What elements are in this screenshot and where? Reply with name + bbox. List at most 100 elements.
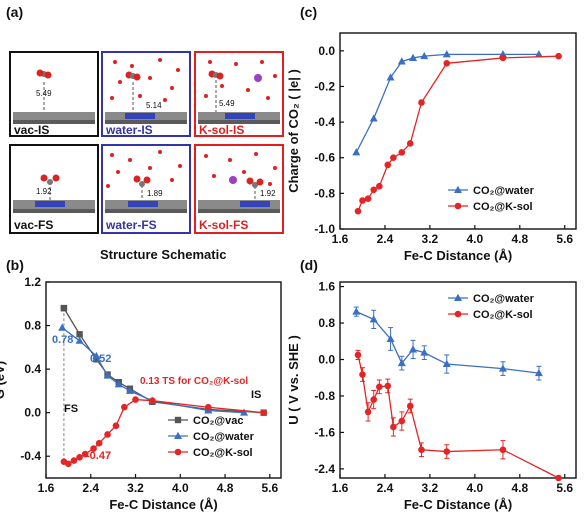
ksol-min-label: -0.47 [86,450,111,462]
carbon-atom [139,181,145,187]
x-tick-label: 4.8 [511,232,528,246]
data-point-co-k-sol [359,197,366,204]
oxygen-atom [44,71,52,79]
series-line-co-water [355,53,539,153]
data-point-co-k-sol [364,195,372,203]
legend-label: CO₂@K-sol [473,309,533,321]
is-label: IS [251,389,261,401]
data-point-co-k-sol [65,460,72,468]
y-tick-label: -2.4 [314,462,335,476]
legend-label: CO₂@vac [193,415,243,427]
water-value-label: 0.52 [90,353,111,365]
panel-b-letter: (b) [6,257,24,273]
y-axis-label: U ( V vs. SHE ) [286,335,301,425]
data-point-co-water [442,359,451,368]
legend-label: CO₂@water [473,185,535,197]
panel-a: (a) 5.49 vac-IS 5.14 [6,4,284,262]
data-point-co-water [420,51,429,60]
data-point-co-k-sol [364,408,372,416]
x-tick-label: 5.6 [261,481,278,495]
x-tick-label: 2.4 [377,232,394,246]
x-tick-label: 4.0 [172,481,189,495]
data-point-co-water [352,148,361,156]
water-value-label: 0.78 [52,334,73,346]
data-point-co-water [103,371,112,379]
y-tick-label: 1.6 [318,280,335,294]
panel-d-letter: (d) [300,257,318,273]
fe-n-site [35,201,65,207]
tile-label: vac-FS [14,218,53,232]
data-point-co-water [58,323,67,331]
x-axis-label: Fe-C Distance (Å) [404,497,512,512]
carbon-atom [252,182,258,188]
oxygen-atom [36,69,44,77]
chart-d-potential: 1.6 2.4 3.2 4.0 4.8 5.6 -2.4 -1.6 -0.8 0.0 0.8 1.6 F… [286,280,577,512]
surface-slab [13,209,95,213]
legend-marker [174,431,182,439]
data-point-co-k-sol [376,383,383,391]
chart-b-free-energy: 1.6 2.4 3.2 4.0 4.8 5.6 -0.4 0.0 0.4 0.8 1.2 Fe-C D… [0,275,282,512]
water-molecules [106,150,182,188]
y-tick-label: -0.6 [314,151,335,165]
oxygen-atom [52,174,60,182]
data-point-co-water [240,408,249,416]
data-point-co-water [75,336,84,344]
surface-slab [198,200,280,209]
y-tick-label: 0.0 [318,44,335,58]
data-point-co-k-sol [406,402,414,410]
x-tick-label: 5.6 [556,232,573,246]
x-tick-label: 3.2 [127,481,144,495]
data-point-co-k-sol [499,446,507,454]
data-point-co-k-sol [398,149,406,156]
data-point-co-k-sol [104,431,111,438]
data-point-co-k-sol [370,186,378,194]
data-point-co-k-sol [555,52,562,60]
y-tick-label: -0.4 [314,115,335,129]
tile-label: water-FS [105,218,157,232]
potassium-ion [229,176,237,184]
y-tick-label: -1.6 [314,425,335,439]
tile-border [101,144,191,234]
data-point-co-water [534,50,543,58]
panel-c-letter: (c) [300,4,317,20]
data-point-co-k-sol [398,417,406,425]
schematic-caption: Structure Schematic [100,247,226,262]
distance-label: 5.14 [146,101,162,110]
oxygen-atom [133,73,141,81]
panel-b-annotations: 0.78 0.52 FS IS 0.13 TS for CO₂@K-sol -0… [52,334,261,462]
fe-n-site [240,201,270,207]
legend-label: CO₂@water [193,431,255,443]
data-point-co-k-sol [81,450,89,458]
oxygen-atom [246,177,254,185]
y-tick-label: 0.0 [318,352,335,366]
surface-slab [13,120,95,124]
data-point-co-k-sol [149,397,156,404]
data-point-co-water [397,358,406,367]
y-tick-label: 0.8 [24,319,41,333]
legend-label: CO₂@K-sol [473,201,533,213]
distance-label: 1.89 [147,189,163,198]
legend-marker [454,293,462,301]
data-point-co-k-sol [121,403,128,411]
data-point-co-water [409,345,418,353]
fe-n-site [125,113,155,119]
legend-marker [174,416,182,424]
data-point-co-k-sol [95,439,103,447]
data-point-co-vac [60,304,68,312]
data-point-co-water [114,380,123,388]
y-tick-label: 0.0 [24,406,41,420]
panel-a-letter: (a) [6,4,23,20]
y-axis-label: G (eV) [0,361,7,399]
y-tick-label: 0.4 [24,362,41,376]
data-point-co-water [386,334,395,342]
fe-n-site [128,201,158,207]
water-molecules [110,58,180,102]
legend-marker [454,202,462,210]
x-axis-label: Fe-C Distance (Å) [109,497,217,512]
carbon-atom [47,179,53,185]
schematic-tile-vac-fs: 1.92 vac-FS [9,144,99,234]
tile-border [194,144,284,234]
data-point-co-k-sol [384,382,392,390]
legend-marker [454,185,462,193]
